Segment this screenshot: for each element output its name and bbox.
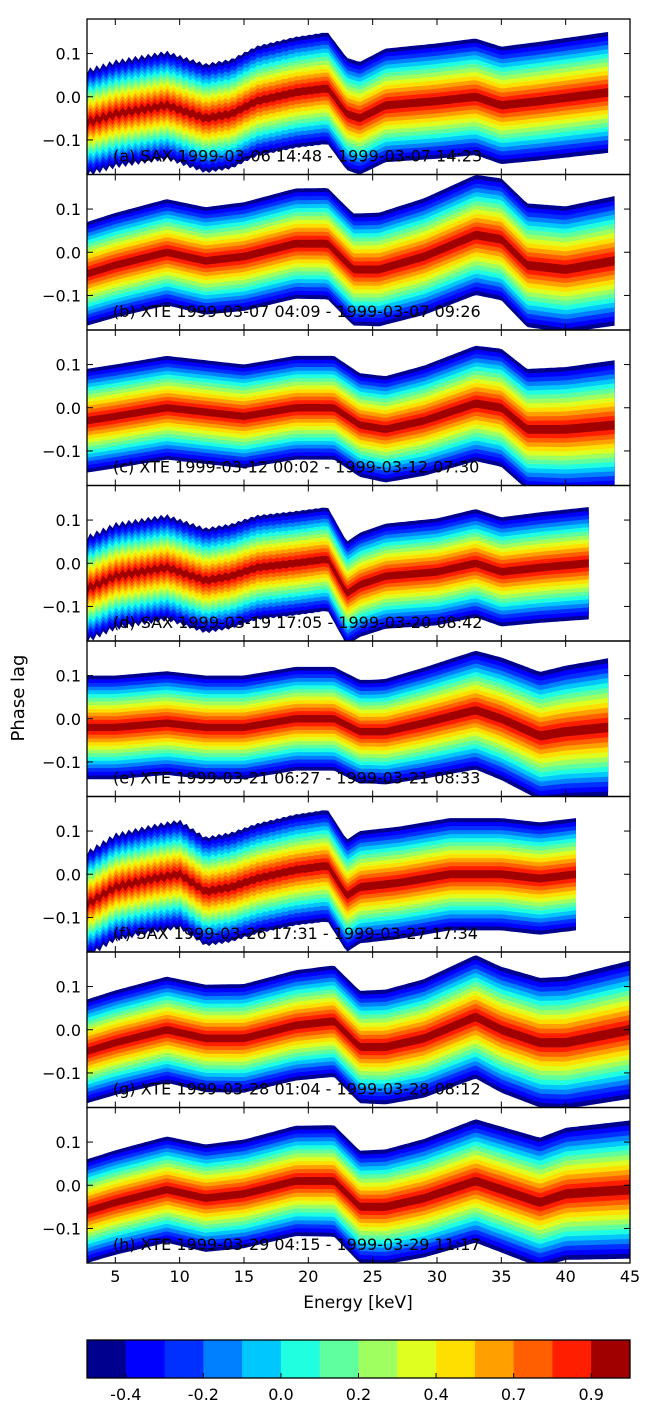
y-tick-label: 0.0	[56, 710, 81, 729]
panel-g: −0.1 0.0 0.1 (g) XTE 1999-03-28 01:04 - 199…	[42, 951, 631, 1109]
x-tick-label: 20	[298, 1267, 318, 1286]
panel-a: −0.1 0.0 0.1 (a) SAX 1999-03-06 14:48 - 199…	[42, 18, 631, 176]
y-tick-label: −0.1	[42, 131, 81, 150]
contour-level-14	[87, 1012, 630, 1055]
contour-bands	[87, 507, 589, 641]
contour-bands	[87, 1119, 630, 1263]
y-tick-label: 0.0	[56, 1176, 81, 1195]
contour-bands	[87, 345, 615, 486]
colorbar-swatch	[397, 1340, 437, 1378]
colorbar-tick-label: 0.2	[346, 1385, 371, 1404]
colorbar-tick-label: 0.0	[268, 1385, 293, 1404]
x-tick-label: 35	[491, 1267, 511, 1286]
colorbar-swatch	[164, 1340, 204, 1378]
x-tick-label: 5	[110, 1267, 120, 1286]
y-tick-label: 0.0	[56, 243, 81, 262]
colorbar: -0.4 -0.2 0.0 0.2 0.4 0.7 0.9	[86, 1339, 631, 1404]
y-tick-label: −0.1	[42, 1219, 81, 1238]
colorbar-tick-label: -0.4	[110, 1385, 141, 1404]
contour-bands	[87, 810, 576, 952]
colorbar-tick-label: -0.2	[188, 1385, 219, 1404]
y-tick-label: −0.1	[42, 1064, 81, 1083]
contour-level-14	[87, 1176, 630, 1215]
y-tick-label: 0.0	[56, 1021, 81, 1040]
y-tick-label: 0.1	[56, 45, 81, 64]
y-tick-label: 0.0	[56, 554, 81, 573]
colorbar-swatch	[203, 1340, 243, 1378]
contour-bands	[87, 175, 615, 330]
y-tick-label: −0.1	[42, 442, 81, 461]
colorbar-tick-label: 0.4	[423, 1385, 448, 1404]
y-tick-label: −0.1	[42, 597, 81, 616]
y-tick-label: 0.1	[56, 356, 81, 375]
contour-bands	[87, 32, 609, 175]
colorbar-swatch	[436, 1340, 476, 1378]
panel-d: −0.1 0.0 0.1 (d) SAX 1999-03-19 17:05 - 199…	[42, 484, 631, 642]
y-tick-label: 0.1	[56, 1133, 81, 1152]
panel-label: (d) SAX 1999-03-19 17:05 - 1999-03-20 08…	[113, 613, 482, 632]
colorbar-tick-label: 0.7	[501, 1385, 526, 1404]
contour-bands	[87, 955, 630, 1108]
y-tick-label: 0.0	[56, 399, 81, 418]
y-tick-label: 0.0	[56, 865, 81, 884]
colorbar-swatch	[358, 1340, 398, 1378]
y-tick-label: −0.1	[42, 753, 81, 772]
panel-e: −0.1 0.0 0.1 (e) XTE 1999-03-21 06:27 - 199…	[42, 640, 631, 798]
panel-h: −0.1 0.0 0.1 (h) XTE 1999-03-29 04:15 - 199…	[42, 1106, 631, 1264]
colorbar-swatch	[513, 1340, 553, 1378]
colorbar-swatch	[319, 1340, 359, 1378]
colorbar-swatch	[125, 1340, 166, 1378]
y-tick-label: −0.1	[42, 286, 81, 305]
colorbar-swatch	[280, 1340, 321, 1378]
y-axis-label: Phase lag	[8, 655, 29, 742]
panel-label: (e) XTE 1999-03-21 06:27 - 1999-03-21 08…	[113, 769, 480, 788]
y-tick-label: 0.1	[56, 667, 81, 686]
contour-level-14	[87, 555, 589, 597]
panel-f: −0.1 0.0 0.1 (f) SAX 1999-03-26 17:31 - 199…	[42, 795, 631, 953]
panel-label: (c) XTE 1999-03-12 00:02 - 1999-03-12 07…	[113, 458, 479, 477]
contour-level-14	[87, 706, 609, 741]
contour-bands	[87, 650, 609, 797]
colorbar-swatch	[474, 1340, 515, 1378]
panel-label: (b) XTE 1999-03-07 04:09 - 1999-03-07 09…	[113, 302, 481, 321]
contour-level-13	[87, 1008, 630, 1059]
colorbar-swatch	[242, 1340, 282, 1378]
colorbar-swatch	[591, 1340, 631, 1378]
y-tick-label: 0.1	[56, 978, 81, 997]
y-tick-label: −0.1	[42, 908, 81, 927]
colorbar-swatch	[87, 1340, 127, 1378]
x-tick-label: 25	[362, 1267, 382, 1286]
panel-label: (g) XTE 1999-03-28 01:04 - 1999-03-28 08…	[113, 1080, 481, 1099]
y-tick-label: 0.1	[56, 822, 81, 841]
panel-label: (h) XTE 1999-03-29 04:15 - 1999-03-29 11…	[113, 1235, 481, 1254]
panel-label: (a) SAX 1999-03-06 14:48 - 1999-03-07 14…	[113, 147, 482, 166]
contour-level-14	[87, 84, 609, 129]
x-tick-label: 15	[234, 1267, 254, 1286]
y-tick-label: 0.1	[56, 200, 81, 219]
colorbar-swatch	[552, 1340, 592, 1378]
colorbar-tick-label: 0.9	[578, 1385, 603, 1404]
panel-label: (f) SAX 1999-03-26 17:31 - 1999-03-27 17…	[113, 924, 478, 943]
contour-level-14	[87, 862, 576, 911]
x-tick-label: 30	[427, 1267, 447, 1286]
x-tick-label: 40	[555, 1267, 575, 1286]
panel-b: −0.1 0.0 0.1 (b) XTE 1999-03-07 04:09 - 199…	[42, 173, 631, 331]
x-tick-label: 10	[169, 1267, 189, 1286]
panel-c: −0.1 0.0 0.1 (c) XTE 1999-03-12 00:02 - 199…	[42, 329, 631, 487]
contour-level-14	[87, 399, 615, 434]
x-tick-label: 45	[620, 1267, 640, 1286]
y-tick-label: 0.1	[56, 511, 81, 530]
contour-level-14	[87, 230, 615, 278]
x-axis-label: Energy [keV]	[303, 1293, 413, 1313]
y-tick-label: 0.0	[56, 88, 81, 107]
